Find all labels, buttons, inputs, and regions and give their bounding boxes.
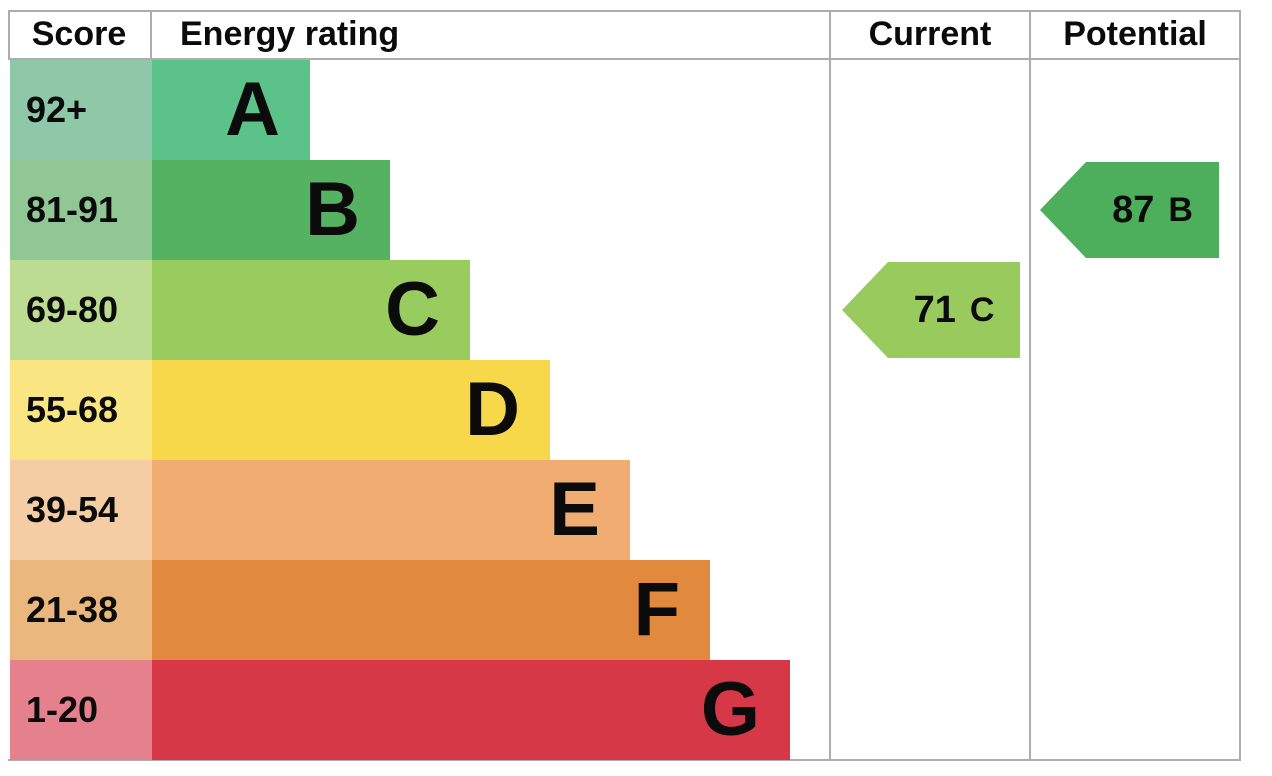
header-score: Score bbox=[31, 14, 127, 53]
score-column-divider bbox=[150, 10, 152, 60]
epc-row-E: 39-54 E bbox=[0, 460, 1272, 560]
band-letter-F: F bbox=[633, 567, 680, 652]
current-rating-letter: C bbox=[969, 290, 995, 329]
table-bottom-border bbox=[8, 759, 1241, 761]
current-rating-arrow: 71 C bbox=[842, 262, 1020, 358]
potential-rating-letter: B bbox=[1168, 190, 1193, 229]
score-range-C: 69-80 bbox=[10, 260, 152, 360]
potential-rating-arrow: 87 B bbox=[1040, 162, 1219, 258]
band-bar-B: B bbox=[152, 160, 390, 260]
current-column-left-border bbox=[829, 10, 831, 761]
score-range-D: 55-68 bbox=[10, 360, 152, 460]
score-range-F: 21-38 bbox=[10, 560, 152, 660]
header-bottom-border bbox=[8, 58, 1241, 60]
epc-row-C: 69-80 C bbox=[0, 260, 1272, 360]
header-potential: Potential bbox=[1063, 14, 1207, 53]
band-letter-C: C bbox=[385, 267, 440, 352]
epc-row-B: 81-91 B bbox=[0, 160, 1272, 260]
score-range-G: 1-20 bbox=[10, 660, 152, 760]
band-bar-A: A bbox=[152, 60, 310, 160]
header-current: Current bbox=[868, 14, 992, 53]
epc-row-D: 55-68 D bbox=[0, 360, 1272, 460]
score-range-A: 92+ bbox=[10, 60, 152, 160]
header-left-border bbox=[8, 10, 10, 60]
left-arrow-shape bbox=[1040, 162, 1219, 258]
table-top-border bbox=[8, 10, 1241, 12]
band-bar-G: G bbox=[152, 660, 790, 760]
epc-row-G: 1-20 G bbox=[0, 660, 1272, 760]
current-rating-value: 71 bbox=[913, 288, 956, 331]
band-bar-C: C bbox=[152, 260, 470, 360]
band-letter-B: B bbox=[305, 167, 360, 252]
current-potential-divider bbox=[1029, 10, 1031, 761]
band-letter-E: E bbox=[549, 467, 600, 552]
epc-row-F: 21-38 F bbox=[0, 560, 1272, 660]
score-range-E: 39-54 bbox=[10, 460, 152, 560]
table-right-border bbox=[1239, 10, 1241, 761]
band-letter-A: A bbox=[225, 67, 280, 152]
band-bar-F: F bbox=[152, 560, 710, 660]
band-bar-E: E bbox=[152, 460, 630, 560]
band-letter-D: D bbox=[465, 367, 520, 452]
left-arrow-shape bbox=[842, 262, 1020, 358]
score-range-B: 81-91 bbox=[10, 160, 152, 260]
epc-row-A: 92+ A bbox=[0, 60, 1272, 160]
band-letter-G: G bbox=[700, 667, 760, 752]
band-bar-D: D bbox=[152, 360, 550, 460]
potential-rating-value: 87 bbox=[1112, 188, 1155, 231]
header-energy-rating: Energy rating bbox=[180, 14, 400, 53]
